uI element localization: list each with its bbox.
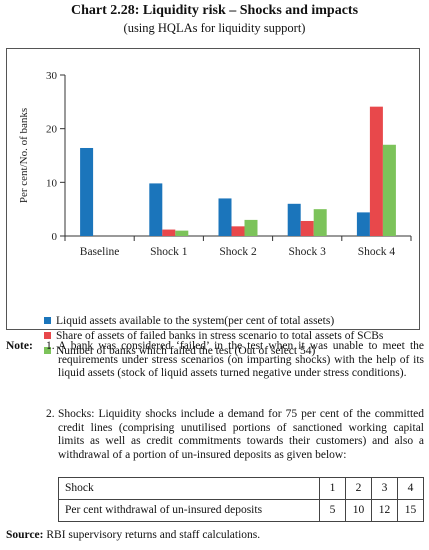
- table-cell: 1: [319, 477, 346, 500]
- y-tick-label: 20: [46, 124, 58, 136]
- x-tick-label: Shock 4: [358, 246, 396, 258]
- bar: [80, 147, 94, 236]
- note-number: 1.: [46, 340, 55, 352]
- chart-subtitle: (using HQLAs for liquidity support): [123, 21, 306, 35]
- legend-item-failed-banks: Number of banks which failed the test (O…: [44, 345, 315, 357]
- table-cell: 12: [371, 499, 398, 522]
- bar-chart: 0 10 20 30 Per cent/No. of banks Baseline Shoc…: [18, 70, 412, 258]
- legend-label: Number of banks which failed the test (O…: [56, 345, 316, 357]
- legend-item-liquid-assets: Liquid assets available to the system(pe…: [44, 315, 334, 327]
- bar: [162, 229, 176, 236]
- bar: [175, 230, 189, 236]
- table-cell: 15: [397, 499, 424, 522]
- y-axis-title: Per cent/No. of banks: [18, 108, 30, 203]
- y-tick-label: 10: [46, 177, 58, 189]
- bar: [287, 203, 301, 236]
- bar: [356, 212, 370, 236]
- bar: [149, 183, 163, 236]
- table-cell: Shock: [58, 477, 320, 500]
- x-tick-label: Shock 3: [289, 246, 327, 258]
- legend-label: Liquid assets available to the system(pe…: [56, 315, 335, 327]
- table-cell: 5: [319, 499, 346, 522]
- table-row: Shock 1 2 3 4: [58, 477, 424, 500]
- legend-swatch-blue: [44, 317, 51, 324]
- bar: [369, 106, 383, 236]
- note-text: Shocks: Liquidity shocks include a deman…: [58, 408, 424, 462]
- legend-label: Share of assets of failed banks in stres…: [56, 330, 384, 342]
- bar: [218, 198, 232, 236]
- source-label: Source:: [6, 529, 44, 541]
- note-text: A bank was considered ‘failed’ in the te…: [58, 340, 424, 380]
- shock-withdrawal-table: Shock 1 2 3 4 Per cent withdrawal of un-…: [58, 477, 424, 522]
- note-number: 2.: [46, 408, 55, 420]
- table-cell: 3: [371, 477, 398, 500]
- bar: [231, 226, 245, 236]
- y-tick-label: 30: [46, 70, 58, 82]
- x-tick-label: Shock 1: [150, 246, 188, 258]
- table-row: Per cent withdrawal of un-insured deposi…: [58, 499, 424, 522]
- x-tick-label: Shock 2: [219, 246, 257, 258]
- table-cell: 10: [345, 499, 372, 522]
- legend-swatch-green: [44, 347, 51, 354]
- table-cell: 4: [397, 477, 424, 500]
- y-tick-label: 0: [52, 231, 58, 243]
- chart-panel: 0 10 20 30 Per cent/No. of banks Baseline Shoc…: [6, 48, 420, 357]
- chart-title: Chart 2.28: Liquidity risk – Shocks and …: [70, 3, 359, 18]
- table-cell: 2: [345, 477, 372, 500]
- bar: [244, 219, 258, 236]
- legend-item-failed-share: Share of assets of failed banks in stres…: [44, 330, 383, 342]
- notes-label: Note:: [6, 340, 33, 352]
- table-cell: Per cent withdrawal of un-insured deposi…: [58, 499, 320, 522]
- bar: [300, 220, 314, 236]
- bar: [313, 209, 327, 236]
- bar: [382, 144, 396, 236]
- source-text: RBI supervisory returns and staff calcul…: [46, 529, 261, 541]
- legend-swatch-red: [44, 332, 51, 339]
- source-line: Source: RBI supervisory returns and staf…: [6, 529, 260, 541]
- x-tick-label: Baseline: [80, 246, 120, 258]
